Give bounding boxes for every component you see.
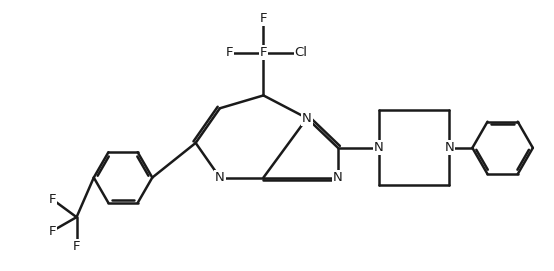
Text: F: F xyxy=(49,224,56,237)
Text: F: F xyxy=(73,240,80,253)
Text: F: F xyxy=(226,46,233,59)
Text: F: F xyxy=(49,193,56,206)
Text: F: F xyxy=(260,46,267,59)
Text: N: N xyxy=(333,171,343,184)
Text: N: N xyxy=(374,141,383,154)
Text: N: N xyxy=(444,141,454,154)
Text: F: F xyxy=(260,12,267,25)
Text: N: N xyxy=(215,171,225,184)
Text: N: N xyxy=(302,112,312,125)
Text: Cl: Cl xyxy=(295,46,307,59)
